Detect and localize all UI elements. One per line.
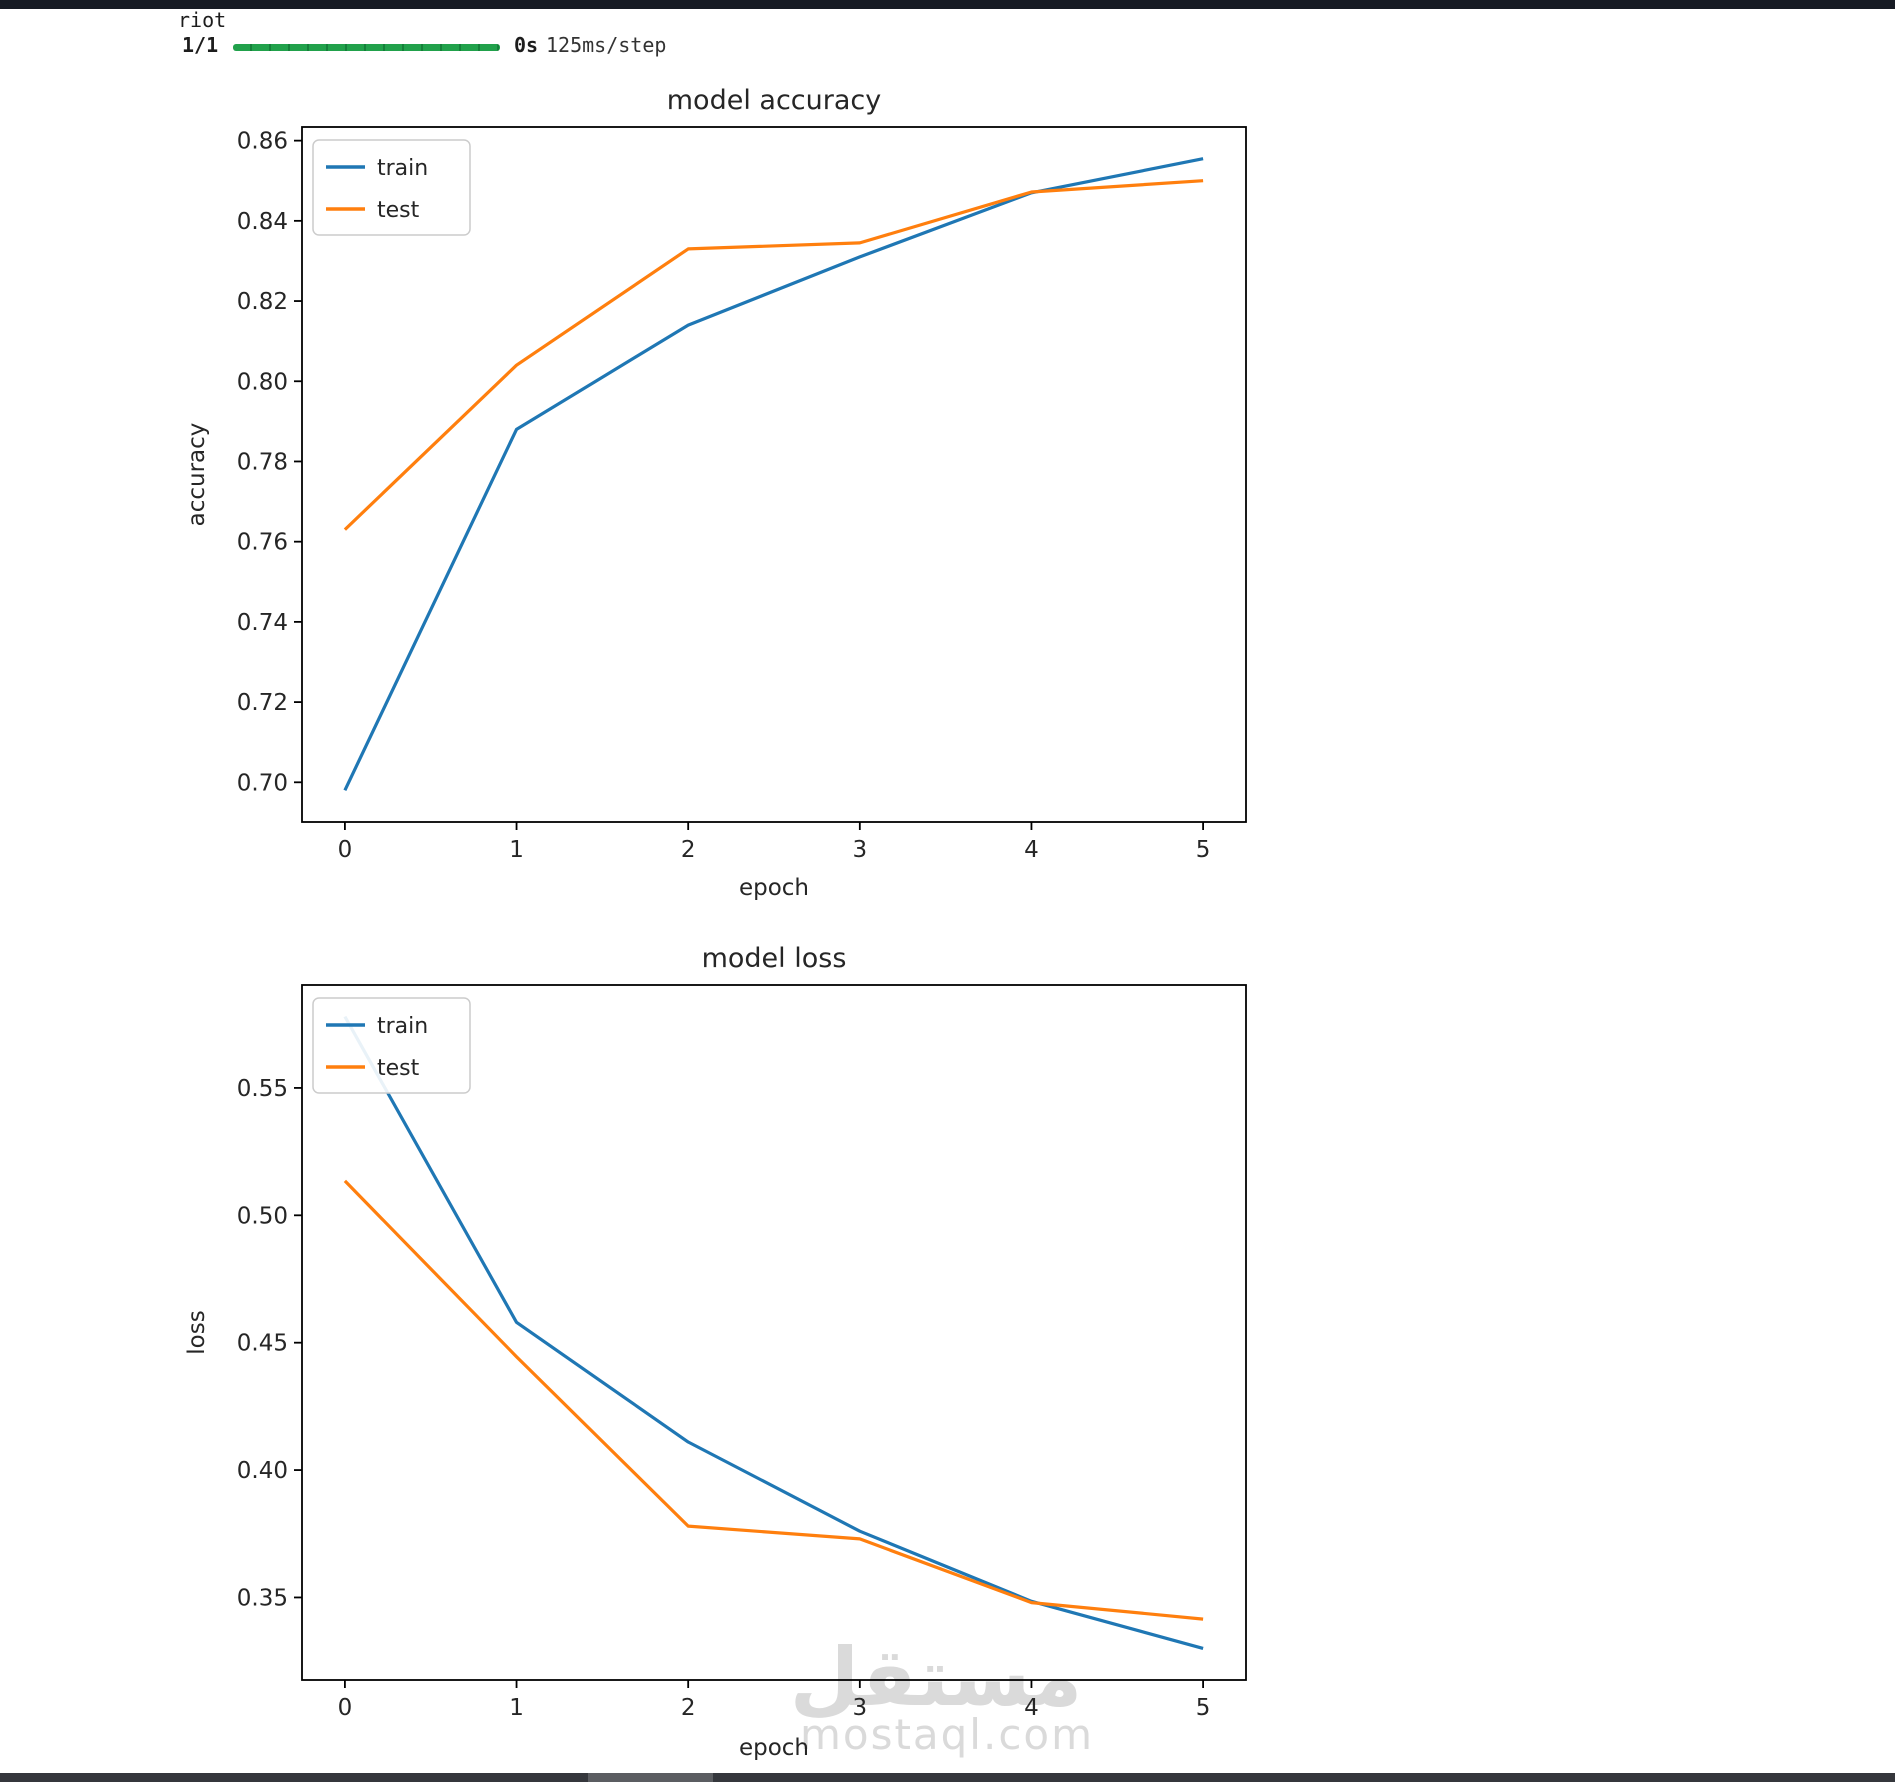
plot-frame <box>301 984 1247 1681</box>
x-tick-label: 2 <box>681 837 696 863</box>
progress-bar <box>233 44 500 51</box>
y-tick-label: 0.72 <box>237 690 288 716</box>
chart-title: model loss <box>702 943 847 974</box>
y-tick-label: 0.74 <box>237 610 288 636</box>
y-tick-label: 0.76 <box>237 530 288 556</box>
model-accuracy-svg: model accuracy 0.70 0.72 0.74 0.76 0.78 0.80 0.… <box>184 85 1247 901</box>
y-tick-label: 0.80 <box>237 369 288 395</box>
y-tick-label: 0.45 <box>237 1331 288 1357</box>
y-axis-label: accuracy <box>184 423 210 527</box>
y-axis-label: loss <box>184 1310 210 1354</box>
x-tick-label: 2 <box>681 1695 696 1721</box>
accuracy-chart: model accuracy 0.70 0.72 0.74 0.76 0.78 0.80 0.… <box>0 60 1895 910</box>
legend-label-train: train <box>377 156 428 181</box>
plot-frame <box>301 126 1247 823</box>
x-tick-label: 1 <box>509 1695 524 1721</box>
y-tick-label: 0.35 <box>237 1585 288 1611</box>
legend-label-test: test <box>377 198 420 223</box>
legend-label-train: train <box>377 1014 428 1039</box>
progress-step-count: 1/1 <box>182 33 219 57</box>
y-tick-label: 0.84 <box>237 209 288 235</box>
x-tick-label: 5 <box>1196 837 1211 863</box>
bottom-bar-segment <box>588 1773 713 1782</box>
window-top-bar <box>0 0 1895 9</box>
series-line-train <box>343 157 1204 791</box>
x-tick-label: 5 <box>1196 1695 1211 1721</box>
legend-label-test: test <box>377 1056 420 1081</box>
series-line-test <box>343 1179 1204 1621</box>
cell-output-text: riot <box>178 8 227 32</box>
x-tick-label: 0 <box>338 837 353 863</box>
series-line-train <box>343 1015 1204 1650</box>
y-tick-label: 0.40 <box>237 1458 288 1484</box>
x-axis-label: epoch <box>739 1735 809 1761</box>
y-tick-label: 0.82 <box>237 289 288 315</box>
x-tick-label: 0 <box>338 1695 353 1721</box>
x-tick-label: 4 <box>1024 1695 1039 1721</box>
y-tick-label: 0.50 <box>237 1203 288 1229</box>
watermark-arabic: مستقل <box>790 1631 1083 1724</box>
y-tick-label: 0.86 <box>237 129 288 155</box>
y-tick-label: 0.78 <box>237 449 288 475</box>
x-tick-label: 3 <box>852 1695 867 1721</box>
x-tick-label: 3 <box>852 837 867 863</box>
loss-chart: مستقل mostaql.com model loss 0.35 0.40 0.45 0.… <box>0 930 1895 1782</box>
progress-rate: 125ms/step <box>546 33 667 57</box>
watermark-domain: mostaql.com <box>800 1710 1094 1759</box>
series-line-test <box>343 179 1204 531</box>
y-tick-label: 0.55 <box>237 1076 288 1102</box>
x-tick-label: 1 <box>509 837 524 863</box>
chart-title: model accuracy <box>667 85 881 116</box>
x-axis-label: epoch <box>739 875 809 901</box>
legend-box <box>312 997 471 1094</box>
progress-time: 0s <box>514 33 539 57</box>
x-tick-label: 4 <box>1024 837 1039 863</box>
window-bottom-bar <box>0 1773 1895 1782</box>
legend-box <box>312 139 471 236</box>
y-tick-label: 0.70 <box>237 770 288 796</box>
